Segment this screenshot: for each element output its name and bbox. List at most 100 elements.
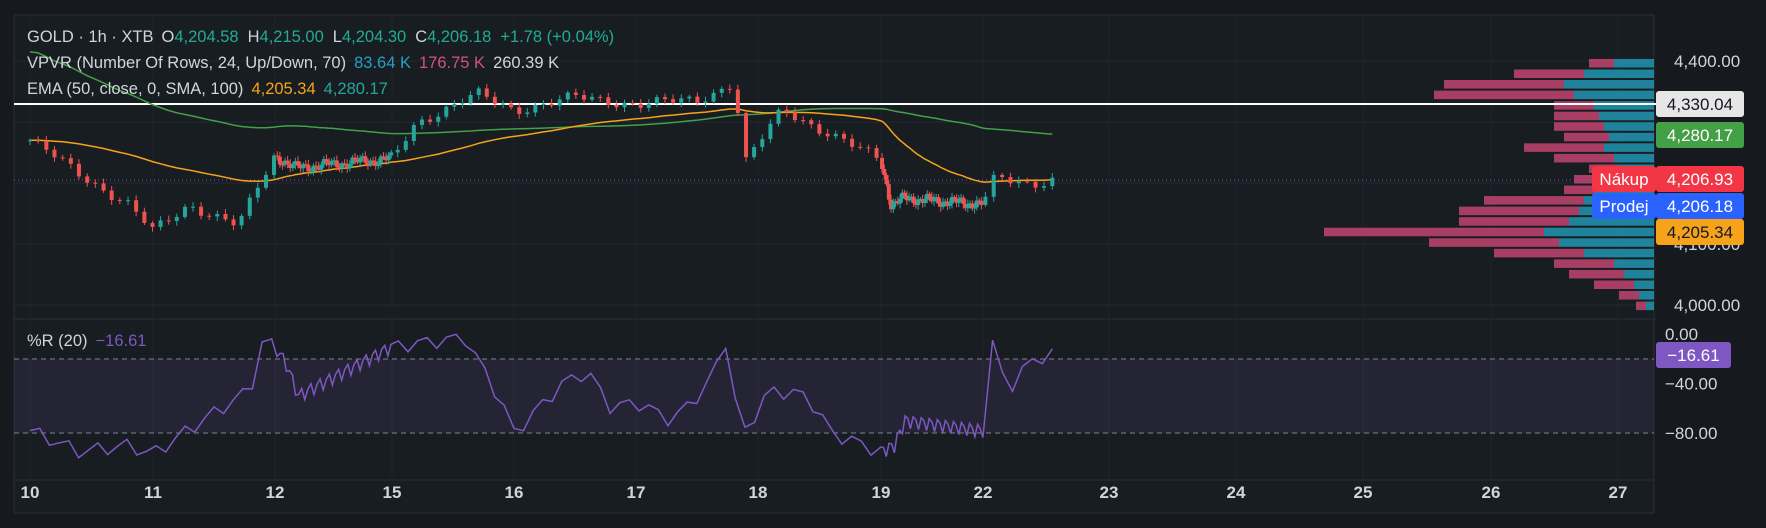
candle-body — [663, 97, 668, 100]
candle-body — [345, 164, 350, 169]
candle-body — [590, 96, 595, 100]
candle-body — [327, 162, 332, 166]
candle-body — [744, 112, 749, 158]
symbol-title[interactable]: GOLD · 1h · XTB — [27, 28, 154, 46]
buy-price-badge-bg — [1656, 166, 1744, 192]
candle-body — [956, 199, 961, 203]
candle-body — [395, 149, 400, 153]
candle-body — [784, 109, 789, 113]
candle-body — [907, 197, 912, 201]
candle-body — [52, 149, 57, 158]
candle-body — [974, 200, 979, 208]
volume-profile-up-bar — [1634, 280, 1654, 290]
time-tick-label: 12 — [266, 483, 285, 502]
volume-profile-down-bar — [1484, 196, 1584, 205]
candle-body — [606, 97, 611, 105]
volume-profile-up-bar — [1574, 90, 1654, 100]
candle-body — [371, 160, 376, 162]
wr-band — [14, 359, 1654, 433]
ema-legend[interactable]: EMA (50, close, 0, SMA, 100) 4,205.34 4,28… — [27, 79, 396, 99]
candle-body — [893, 201, 898, 203]
candle-body — [352, 157, 357, 160]
candle-body — [355, 159, 360, 163]
candle-body — [384, 157, 389, 161]
volume-profile-down-bar — [1589, 58, 1614, 68]
candle-body — [342, 163, 347, 165]
candle-body — [444, 106, 449, 117]
wr-tick-label: −40.00 — [1665, 375, 1717, 394]
candle-body — [972, 207, 977, 209]
time-tick-label: 27 — [1609, 483, 1628, 502]
candle-body — [378, 156, 383, 163]
volume-profile-up-bar — [1614, 58, 1654, 68]
time-tick-label: 17 — [627, 483, 646, 502]
time-axis[interactable]: 10 11 12 15 16 17 18 19 22 23 24 25 26 27 — [21, 483, 1628, 502]
open-value: 4,204.58 — [174, 28, 239, 46]
wr-line — [29, 333, 1053, 459]
wr-badge-bg — [1656, 342, 1731, 368]
wr-legend[interactable]: %R (20) −16.61 — [27, 331, 154, 351]
candle-body — [936, 197, 941, 204]
volume-profile-up-bar — [1604, 143, 1654, 152]
candle-body — [884, 175, 889, 185]
candle-body — [76, 163, 81, 177]
volume-profile-up-bar — [1646, 301, 1654, 311]
candle-body — [350, 157, 355, 164]
candle-body — [943, 201, 948, 203]
grid-lines — [14, 15, 1654, 480]
candle-body — [703, 101, 708, 103]
candle-body — [311, 165, 316, 172]
candle-body — [654, 97, 659, 104]
time-tick-label: 23 — [1100, 483, 1119, 502]
candle-body — [904, 195, 909, 201]
candle-body — [386, 155, 391, 161]
candle-body — [411, 125, 416, 142]
candle-body — [85, 176, 90, 183]
time-tick-label: 25 — [1354, 483, 1373, 502]
ema-badge: 4,205.34 — [1667, 223, 1733, 242]
candle-body — [484, 88, 489, 97]
volume-profile-down-bar — [1324, 227, 1544, 237]
volume-profile-up-bar — [1639, 291, 1654, 300]
candle-body — [420, 119, 425, 126]
candle-body — [476, 88, 481, 95]
candle-body — [882, 168, 887, 176]
candle-body — [886, 184, 891, 200]
candle-body — [428, 119, 433, 122]
candle-body — [191, 206, 196, 208]
volume-profile-up-bar — [1544, 227, 1654, 237]
horizontal-line-badge: 4,330.04 — [1667, 95, 1733, 114]
volume-profile-up-bar — [1584, 69, 1654, 79]
volume-profile-down-bar — [1554, 259, 1614, 268]
vpvr-legend[interactable]: VPVR (Number Of Rows, 24, Up/Down, 70) 83… — [27, 53, 567, 73]
time-tick-label: 16 — [505, 483, 524, 502]
candle-body — [109, 190, 114, 201]
candle-body — [792, 112, 797, 121]
candle-body — [947, 203, 952, 206]
candle-body — [727, 88, 732, 90]
volume-profile-up-bar — [1584, 248, 1654, 258]
candle-body — [752, 146, 757, 158]
sma-value: 4,280.17 — [323, 80, 388, 98]
high-value: 4,215.00 — [259, 28, 324, 46]
candle-body — [358, 157, 363, 163]
volume-profile-up-bar — [1614, 259, 1654, 268]
candle-body — [373, 161, 378, 167]
ema-50-line — [30, 108, 1053, 183]
candle-body — [360, 156, 365, 158]
sell-label-badge: Prodej — [1599, 197, 1648, 216]
candle-body — [293, 161, 298, 165]
candle-body — [891, 202, 896, 210]
volume-profile-up-bar — [1599, 111, 1654, 121]
candle-body — [622, 102, 627, 108]
candle-body — [945, 201, 950, 206]
horizontal-line-badge-bg — [1656, 91, 1744, 117]
candle-body — [365, 162, 370, 165]
change-value: +1.78 (+0.04%) — [500, 28, 615, 46]
candle-body — [968, 203, 973, 205]
sma-badge: 4,280.17 — [1667, 126, 1733, 145]
volume-profile-down-bar — [1554, 122, 1604, 131]
time-tick-label: 11 — [144, 483, 162, 502]
